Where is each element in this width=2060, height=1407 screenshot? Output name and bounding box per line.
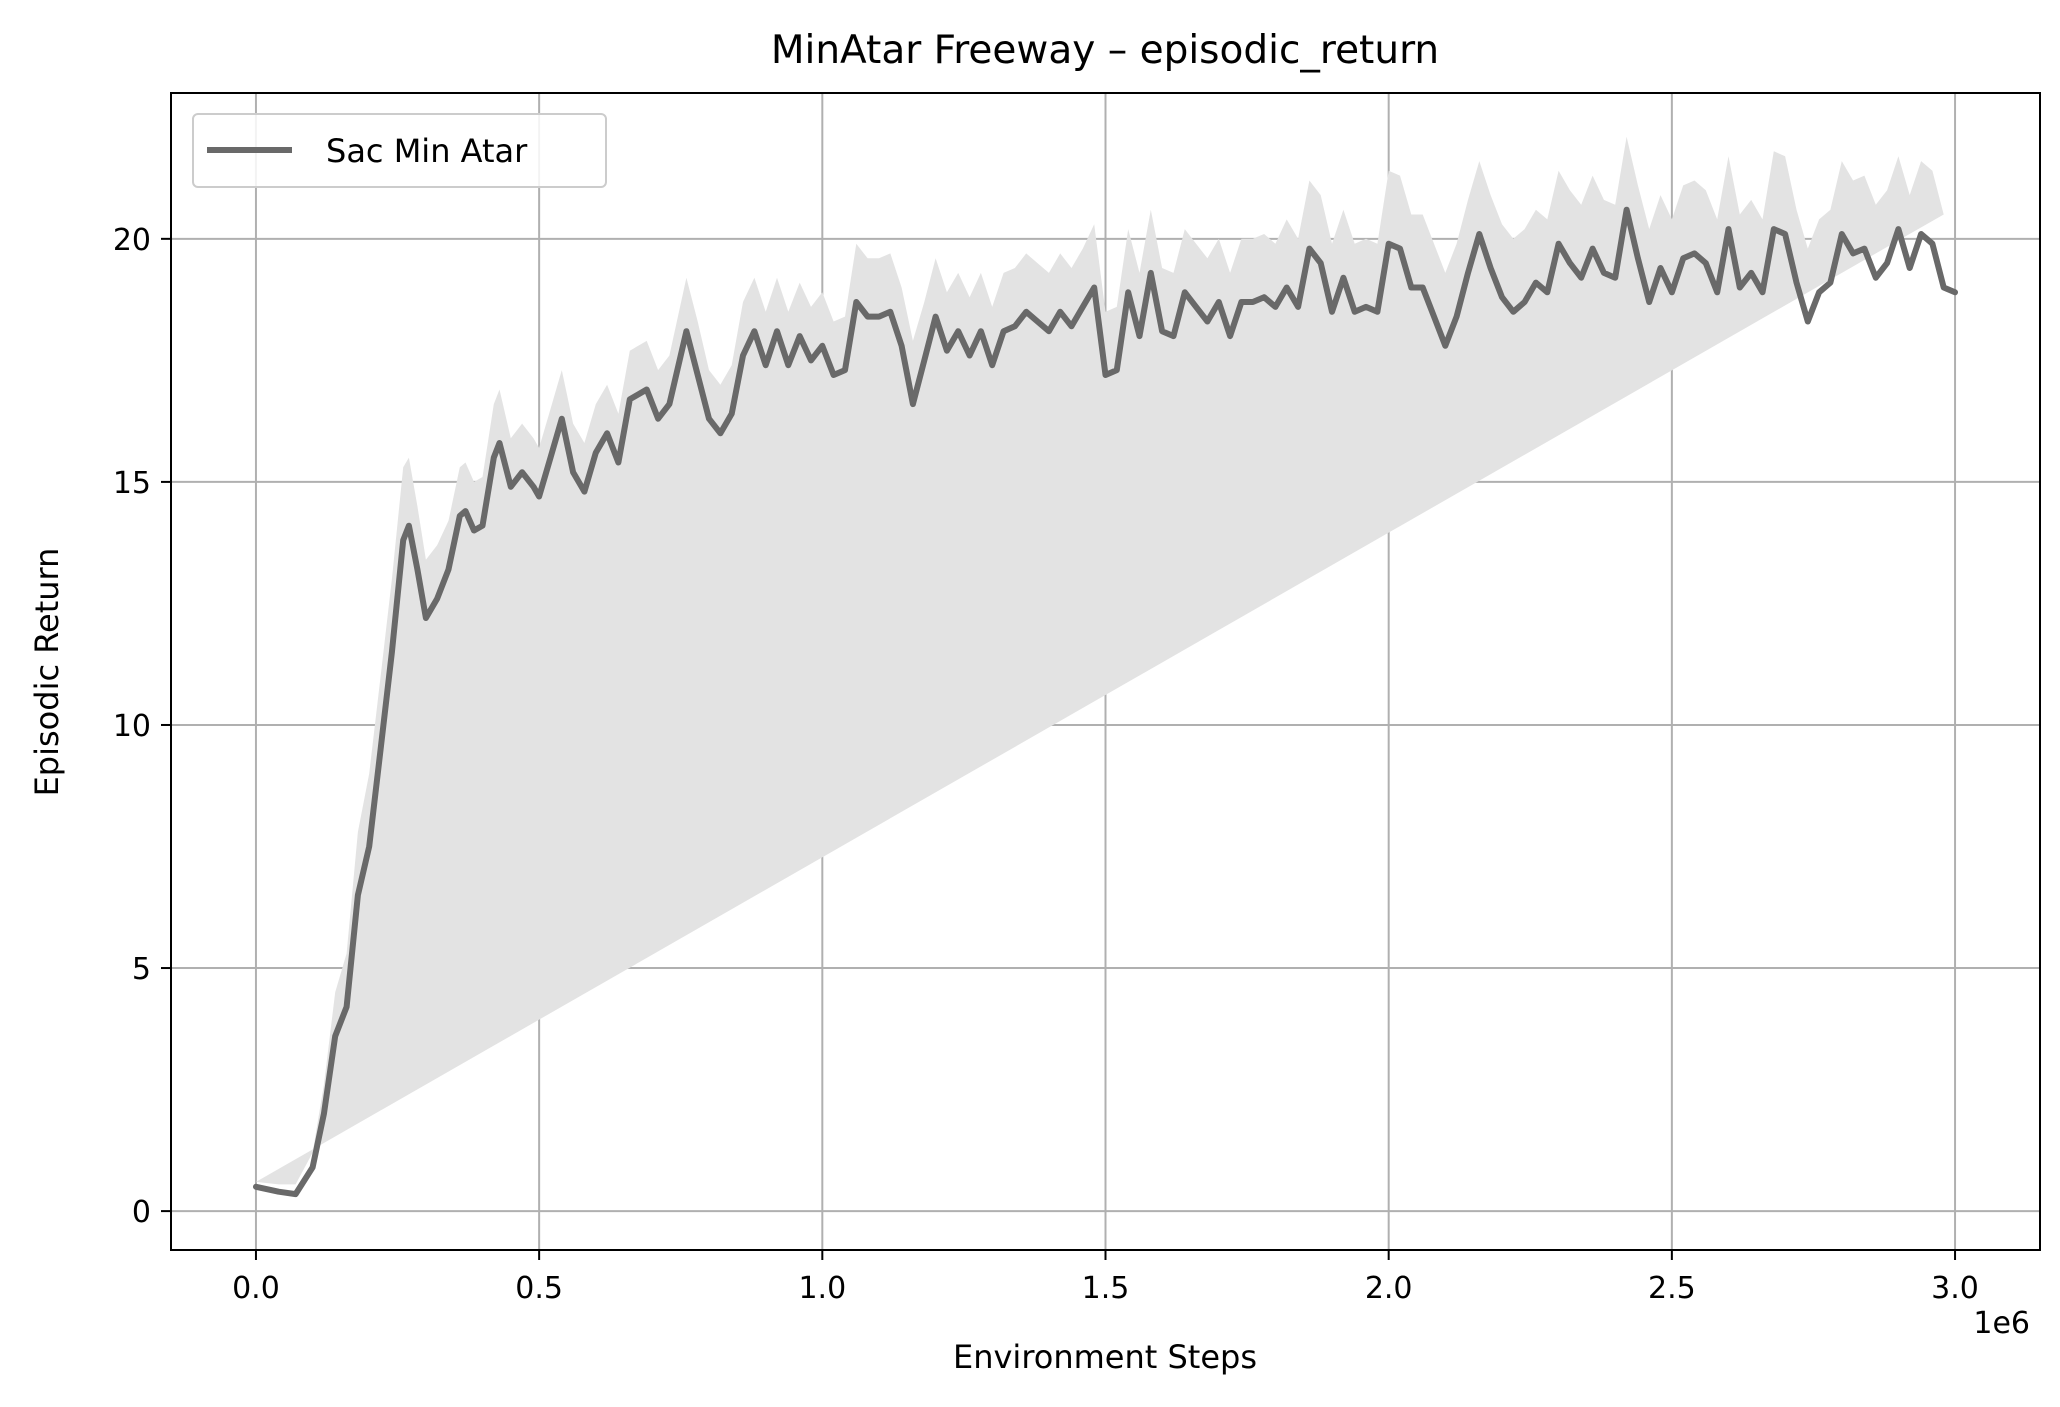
series-lines (253, 206, 1958, 1198)
x-tick-label: 3.0 (1931, 1271, 1979, 1306)
y-axis-label: Episodic Return (28, 548, 66, 797)
legend: Sac Min Atar (192, 113, 607, 188)
confidence-band (256, 136, 1944, 1185)
x-tick-label: 0.0 (232, 1271, 280, 1306)
series-line (253, 206, 1958, 1198)
x-tick-label: 0.5 (515, 1271, 563, 1306)
chart-title: MinAtar Freeway – episodic_return (771, 28, 1439, 73)
y-tick-label: 10 (113, 709, 151, 744)
x-tick-label: 2.0 (1365, 1271, 1413, 1306)
y-tick-label: 15 (113, 466, 151, 501)
y-axis: 0 5 10 15 20 (113, 223, 171, 1230)
y-tick-label: 5 (132, 952, 151, 987)
x-tick-label: 1.0 (798, 1271, 846, 1306)
legend-entry: Sac Min Atar (326, 132, 528, 170)
x-axis-label: Environment Steps (953, 1338, 1257, 1376)
x-axis-offset-label: 1e6 (1973, 1306, 2030, 1341)
y-tick-label: 20 (113, 223, 151, 258)
y-tick-label: 0 (132, 1195, 151, 1230)
x-tick-label: 2.5 (1648, 1271, 1696, 1306)
x-axis: 0.0 0.5 1.0 1.5 2.0 2.5 3.0 (232, 1250, 1979, 1306)
legend-box (192, 113, 607, 188)
series-band (256, 136, 1944, 1185)
x-tick-label: 1.5 (1082, 1271, 1130, 1306)
